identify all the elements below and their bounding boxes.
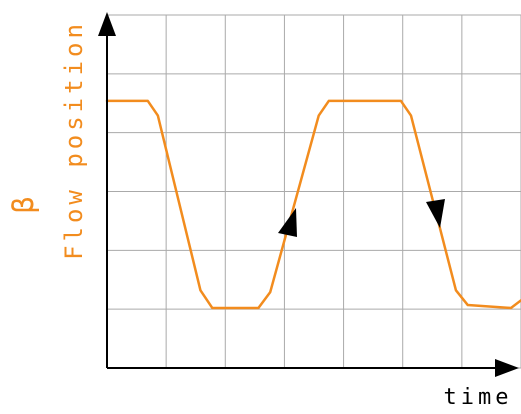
direction-arrow-down — [426, 199, 445, 228]
flow-curve — [105, 99, 521, 310]
y-axis-label: Flow position — [60, 20, 88, 260]
x-axis-arrow — [495, 359, 519, 377]
y-axis-symbol: β — [7, 197, 40, 214]
direction-arrow-up — [278, 208, 297, 237]
grid — [106, 14, 521, 369]
y-axis-arrow — [98, 12, 116, 36]
x-axis-label: time — [444, 385, 513, 410]
